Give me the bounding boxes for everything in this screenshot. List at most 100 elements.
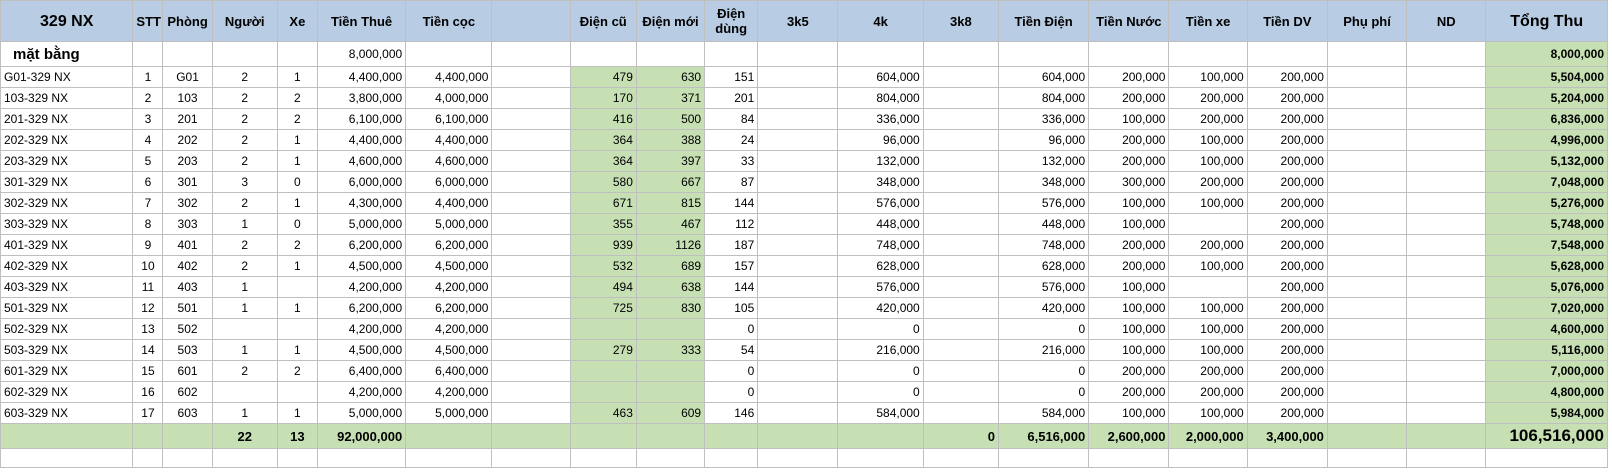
cell: 302	[162, 192, 213, 214]
cell	[1406, 402, 1487, 424]
cell	[1406, 381, 1487, 403]
cell: 584,000	[837, 402, 924, 424]
cell: 100,000	[1088, 213, 1170, 235]
cell: 388	[635, 129, 706, 151]
cell	[1326, 423, 1408, 449]
cell	[757, 448, 839, 468]
column-header: Tiền Điện	[997, 0, 1090, 42]
cell: 84	[704, 108, 759, 130]
cell	[757, 192, 839, 214]
cell: 501	[162, 297, 213, 319]
cell: 132,000	[837, 150, 924, 172]
cell: 4,800,000	[1485, 381, 1608, 403]
cell	[569, 381, 637, 403]
room-row: 603-329 NX 17 603 1 1 5,000,000 5,000,000 463 60…	[0, 402, 1608, 424]
cell: 628,000	[997, 255, 1090, 277]
cell: 371	[635, 87, 706, 109]
cell: 0	[704, 360, 759, 382]
cell: 187	[704, 234, 759, 256]
cell: 667	[635, 171, 706, 193]
cell: 467	[635, 213, 706, 235]
cell	[922, 297, 999, 319]
cell: 5,076,000	[1485, 276, 1608, 298]
column-header: Người	[211, 0, 278, 42]
cell: 13	[276, 423, 318, 449]
cell: 448,000	[837, 213, 924, 235]
cell	[635, 448, 706, 468]
cell: 2	[211, 234, 278, 256]
cell: 804,000	[997, 87, 1090, 109]
cell	[757, 41, 839, 67]
cell: 689	[635, 255, 706, 277]
cell: 200,000	[1246, 129, 1328, 151]
cell: 1	[276, 297, 318, 319]
cell: 8	[132, 213, 164, 235]
cell	[922, 360, 999, 382]
cell	[162, 423, 213, 449]
cell	[757, 276, 839, 298]
cell	[1406, 423, 1487, 449]
cell: 355	[569, 213, 637, 235]
cell: 103	[162, 87, 213, 109]
cell	[1406, 234, 1487, 256]
cell: mặt bằng	[0, 41, 134, 67]
cell: 1	[276, 129, 318, 151]
cell: 502	[162, 318, 213, 340]
cell	[757, 234, 839, 256]
cell: 5,628,000	[1485, 255, 1608, 277]
cell: 638	[635, 276, 706, 298]
cell	[635, 318, 706, 340]
cell	[1406, 129, 1487, 151]
cell: 1126	[635, 234, 706, 256]
cell: 144	[704, 276, 759, 298]
cell	[704, 423, 759, 449]
cell: 96,000	[997, 129, 1090, 151]
cell: 17	[132, 402, 164, 424]
cell: 200,000	[1246, 213, 1328, 235]
cell	[922, 381, 999, 403]
cell: 4,200,000	[405, 381, 493, 403]
cell: 10	[132, 255, 164, 277]
cell: 2	[276, 234, 318, 256]
room-row: G01-329 NX 1 G01 2 1 4,400,000 4,400,000 479 630…	[0, 66, 1608, 88]
cell: 503-329 NX	[0, 339, 134, 361]
cell: 100,000	[1168, 66, 1248, 88]
cell	[757, 402, 839, 424]
cell: 5,984,000	[1485, 402, 1608, 424]
cell	[997, 448, 1090, 468]
room-row: 601-329 NX 15 601 2 2 6,400,000 6,400,000 0 0 0 20…	[0, 360, 1608, 382]
cell: 401-329 NX	[0, 234, 134, 256]
column-header: Điện dùng	[704, 0, 759, 42]
cell	[757, 150, 839, 172]
cell: 4,500,000	[405, 255, 493, 277]
cell	[922, 339, 999, 361]
cell: 601-329 NX	[0, 360, 134, 382]
cell: 939	[569, 234, 637, 256]
cell: 4,200,000	[316, 318, 407, 340]
cell: 416	[569, 108, 637, 130]
cell	[1406, 192, 1487, 214]
cell: 2	[211, 192, 278, 214]
cell: 54	[704, 339, 759, 361]
cell	[491, 108, 571, 130]
cell: 132,000	[997, 150, 1090, 172]
cell	[997, 41, 1090, 67]
cell	[704, 41, 759, 67]
cell: 6,100,000	[405, 108, 493, 130]
cell: 0	[997, 360, 1090, 382]
cell: 146	[704, 402, 759, 424]
cell: 748,000	[997, 234, 1090, 256]
cell: 4,400,000	[316, 66, 407, 88]
cell: 0	[276, 213, 318, 235]
cell: 100,000	[1168, 318, 1248, 340]
cell: 200,000	[1168, 87, 1248, 109]
cell	[922, 276, 999, 298]
cell: 200,000	[1246, 234, 1328, 256]
cell: 105	[704, 297, 759, 319]
cell: 216,000	[837, 339, 924, 361]
cell: 200,000	[1088, 150, 1170, 172]
cell	[491, 423, 571, 449]
empty-row	[0, 448, 1608, 468]
cell	[1326, 87, 1408, 109]
cell	[162, 41, 213, 67]
